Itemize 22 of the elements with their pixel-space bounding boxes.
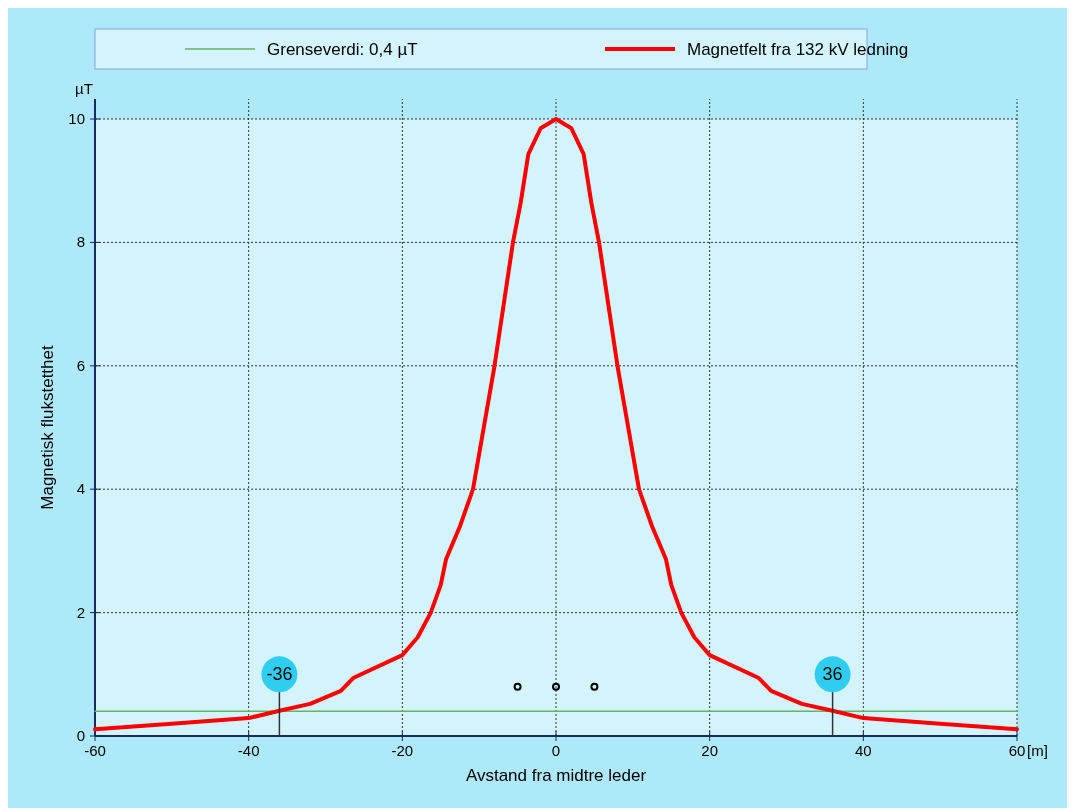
x-tick-label: 40 xyxy=(854,742,872,759)
y-tick-label: 8 xyxy=(76,233,85,251)
y-tick-label: 2 xyxy=(76,603,85,621)
y-tick-label: 6 xyxy=(76,356,85,374)
y-tick-label: 0 xyxy=(76,727,85,744)
y-tick-label: 10 xyxy=(68,110,85,127)
text: µT xyxy=(75,80,93,97)
x-tick-label: 20 xyxy=(701,742,719,759)
x-tick-label: -60 xyxy=(84,742,106,759)
x-tick-label: 0 xyxy=(551,742,561,759)
x-tick-label: -20 xyxy=(391,742,414,759)
line-series xyxy=(93,117,1019,732)
annotation: -36 xyxy=(266,664,293,685)
text: [m] xyxy=(1027,742,1048,759)
x-axis-title: Avstand fra midtre leder xyxy=(465,766,647,785)
legend-label: Grenseverdi: 0,4 µT xyxy=(267,40,418,59)
annotation: 36 xyxy=(822,664,843,685)
x-tick-label: -40 xyxy=(237,742,260,759)
y-axis-title: Magnetisk flukstetthet xyxy=(38,345,57,510)
legend-label: Magnetfelt fra 132 kV ledning xyxy=(687,40,909,59)
y-tick-label: 4 xyxy=(76,480,85,498)
x-tick-label: 60 xyxy=(1008,742,1026,759)
